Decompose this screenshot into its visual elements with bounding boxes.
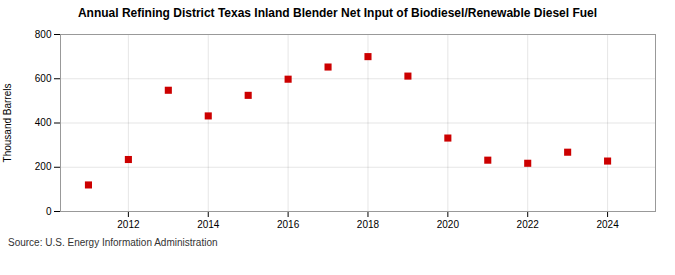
svg-text:600: 600 (35, 73, 52, 84)
svg-text:0: 0 (46, 206, 52, 217)
svg-text:2016: 2016 (277, 219, 300, 230)
html-text:Source: U.S. Energy Informatio: Source: U.S. Energy Information Administ… (8, 237, 218, 249)
svg-text:2022: 2022 (517, 219, 540, 230)
svg-text:2012: 2012 (117, 219, 140, 230)
svg-text:2018: 2018 (357, 219, 380, 230)
svg-text:800: 800 (35, 29, 52, 40)
svg-text:400: 400 (35, 118, 52, 129)
svg-text:2020: 2020 (437, 219, 460, 230)
svg-text:2014: 2014 (197, 219, 220, 230)
svg-text:200: 200 (35, 162, 52, 173)
svg-text:Thousand Barrels: Thousand Barrels (2, 84, 13, 163)
svg-text:2024: 2024 (596, 219, 619, 230)
html-text:Annual Refining District Texas: Annual Refining District Texas Inland Bl… (77, 6, 598, 20)
